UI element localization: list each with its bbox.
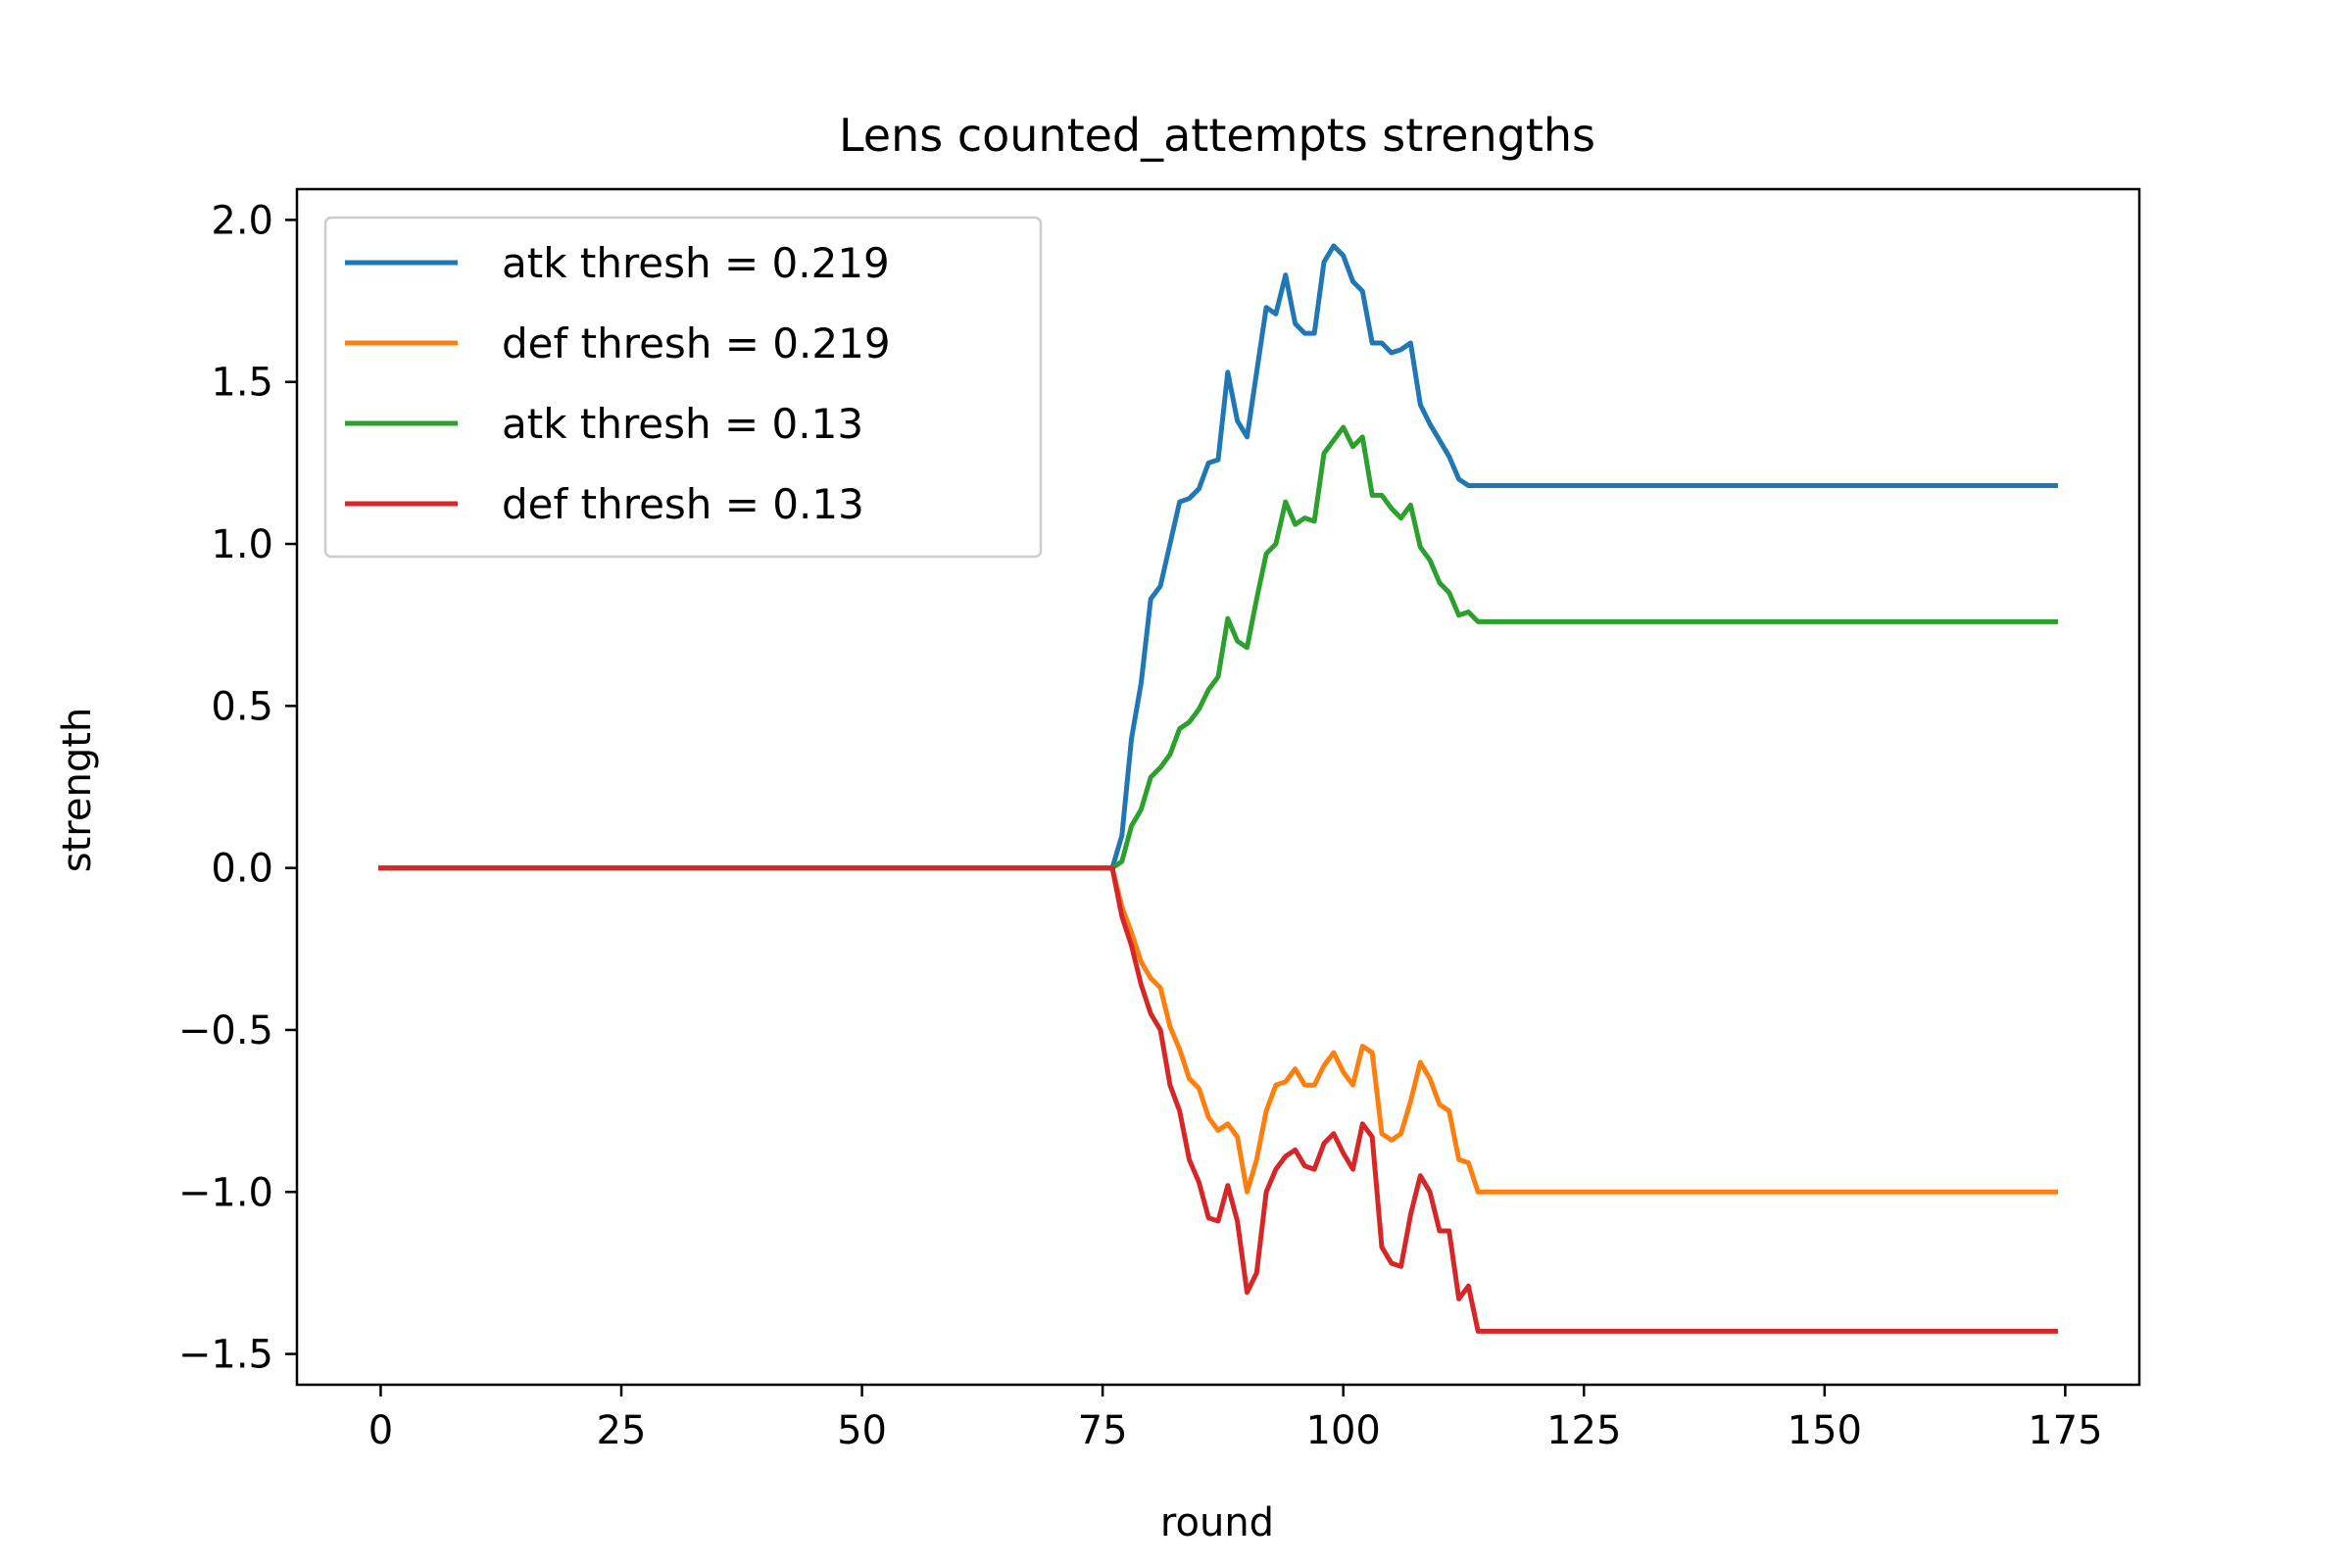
- legend: atk thresh = 0.219 def thresh = 0.219 atk …: [323, 216, 1043, 559]
- y-tick-label: −1.0: [178, 1170, 273, 1215]
- series-line-2: [378, 424, 2058, 871]
- y-tick-label: 0.0: [211, 847, 273, 892]
- y-axis-ticks: −1.5 −1.0 −0.5 0.0 0.5 1.0 1.5 2.0: [178, 198, 297, 1378]
- y-tick-label: 2.0: [211, 198, 273, 243]
- x-axis-ticks: 0 25 50 75 100 125 150 175: [368, 1385, 2103, 1453]
- chart-title: Lens counted_attempts strengths: [839, 109, 1595, 162]
- y-tick-label: −1.5: [178, 1333, 273, 1378]
- x-tick-label: 0: [368, 1408, 393, 1453]
- series-line-0: [378, 243, 2058, 871]
- y-tick-label: 1.0: [211, 522, 273, 567]
- legend-entry-label: atk thresh = 0.219: [502, 239, 890, 287]
- plot-area: [378, 243, 2058, 1334]
- x-tick-label: 50: [837, 1408, 887, 1453]
- y-tick-label: 1.5: [211, 361, 273, 406]
- x-tick-label: 125: [1546, 1408, 1621, 1453]
- x-tick-label: 25: [597, 1408, 647, 1453]
- legend-entry-label: def thresh = 0.219: [502, 319, 891, 368]
- legend-entry-label: def thresh = 0.13: [502, 480, 864, 528]
- series-line-1: [378, 865, 2058, 1195]
- plot-frame: [295, 187, 2141, 1387]
- y-axis-label: strength: [55, 708, 100, 872]
- series-line-3: [378, 865, 2058, 1334]
- x-tick-label: 75: [1078, 1408, 1128, 1453]
- legend-box: [323, 216, 1043, 559]
- legend-entry-label: atk thresh = 0.13: [502, 400, 863, 448]
- x-tick-label: 100: [1306, 1408, 1381, 1453]
- x-tick-label: 175: [2028, 1408, 2102, 1453]
- y-tick-label: −0.5: [178, 1008, 273, 1054]
- y-tick-label: 0.5: [211, 684, 273, 729]
- x-tick-label: 150: [1788, 1408, 1862, 1453]
- x-axis-label: round: [1160, 1500, 1274, 1545]
